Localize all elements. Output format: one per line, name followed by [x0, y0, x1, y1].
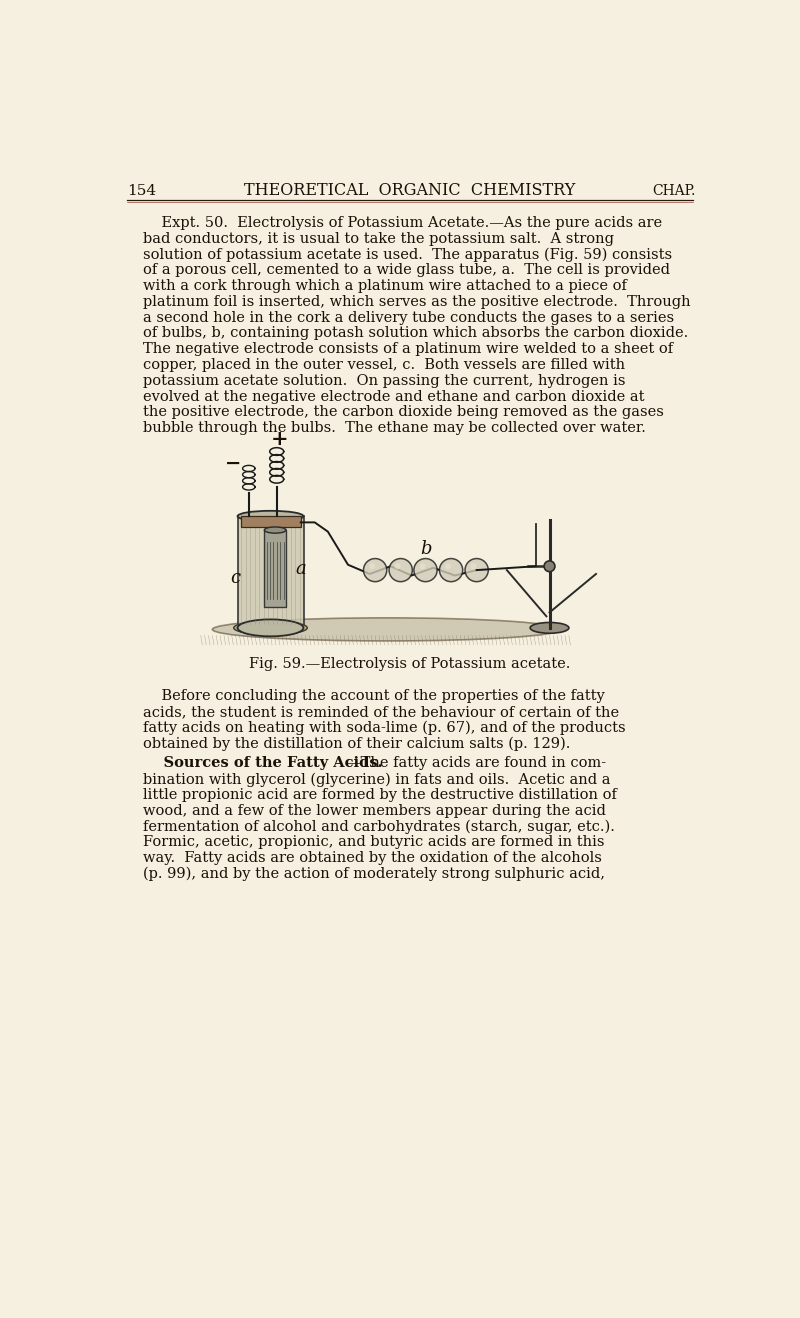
Text: c: c [230, 569, 240, 587]
Text: 154: 154 [127, 183, 156, 198]
Ellipse shape [264, 527, 286, 534]
Text: +: + [271, 430, 289, 449]
Text: evolved at the negative electrode and ethane and carbon dioxide at: evolved at the negative electrode and et… [142, 390, 644, 403]
Circle shape [389, 559, 412, 581]
Text: of bulbs, b, containing potash solution which absorbs the carbon dioxide.: of bulbs, b, containing potash solution … [142, 327, 688, 340]
Text: platinum foil is inserted, which serves as the positive electrode.  Through: platinum foil is inserted, which serves … [142, 295, 690, 308]
Text: of a porous cell, cemented to a wide glass tube, a.  The cell is provided: of a porous cell, cemented to a wide gla… [142, 264, 670, 277]
Bar [264, 530, 286, 608]
Text: wood, and a few of the lower members appear during the acid: wood, and a few of the lower members app… [142, 804, 606, 817]
Text: CHAP.: CHAP. [652, 183, 695, 198]
Circle shape [369, 563, 375, 569]
Text: THEORETICAL  ORGANIC  CHEMISTRY: THEORETICAL ORGANIC CHEMISTRY [244, 182, 576, 199]
Text: Before concluding the account of the properties of the fatty: Before concluding the account of the pro… [142, 689, 604, 704]
Text: bad conductors, it is usual to take the potassium salt.  A strong: bad conductors, it is usual to take the … [142, 232, 614, 245]
Ellipse shape [530, 622, 569, 633]
Text: a second hole in the cork a delivery tube conducts the gases to a series: a second hole in the cork a delivery tub… [142, 311, 674, 324]
Circle shape [414, 559, 437, 581]
Text: the positive electrode, the carbon dioxide being removed as the gases: the positive electrode, the carbon dioxi… [142, 406, 663, 419]
Text: —The fatty acids are found in com-: —The fatty acids are found in com- [346, 757, 606, 771]
Circle shape [419, 563, 426, 569]
Bar [238, 517, 304, 627]
Circle shape [363, 559, 386, 581]
Text: copper, placed in the outer vessel, c.  Both vessels are filled with: copper, placed in the outer vessel, c. B… [142, 358, 625, 372]
Text: fatty acids on heating with soda-lime (p. 67), and of the products: fatty acids on heating with soda-lime (p… [142, 721, 626, 735]
Text: way.  Fatty acids are obtained by the oxidation of the alcohols: way. Fatty acids are obtained by the oxi… [142, 851, 602, 865]
Text: with a cork through which a platinum wire attached to a piece of: with a cork through which a platinum wir… [142, 279, 626, 293]
Circle shape [544, 561, 555, 572]
Text: bination with glycerol (glycerine) in fats and oils.  Acetic and a: bination with glycerol (glycerine) in fa… [142, 772, 610, 787]
Text: potassium acetate solution.  On passing the current, hydrogen is: potassium acetate solution. On passing t… [142, 374, 625, 387]
Text: fermentation of alcohol and carbohydrates (starch, sugar, etc.).: fermentation of alcohol and carbohydrate… [142, 820, 614, 834]
Circle shape [470, 563, 477, 569]
Ellipse shape [238, 511, 303, 522]
Text: Expt. 50.  Electrolysis of Potassium Acetate.—As the pure acids are: Expt. 50. Electrolysis of Potassium Acet… [142, 216, 662, 229]
Ellipse shape [238, 619, 303, 637]
Text: acids, the student is reminded of the behaviour of certain of the: acids, the student is reminded of the be… [142, 705, 618, 720]
Text: Fig. 59.—Electrolysis of Potassium acetate.: Fig. 59.—Electrolysis of Potassium aceta… [250, 658, 570, 671]
Text: (p. 99), and by the action of moderately strong sulphuric acid,: (p. 99), and by the action of moderately… [142, 867, 605, 882]
Text: bubble through the bulbs.  The ethane may be collected over water.: bubble through the bulbs. The ethane may… [142, 422, 646, 435]
Circle shape [394, 563, 401, 569]
Text: b: b [420, 540, 431, 559]
Text: solution of potassium acetate is used.  The apparatus (Fig. 59) consists: solution of potassium acetate is used. T… [142, 248, 672, 262]
Text: Formic, acetic, propionic, and butyric acids are formed in this: Formic, acetic, propionic, and butyric a… [142, 836, 604, 849]
Circle shape [439, 559, 462, 581]
Text: a: a [295, 560, 306, 577]
Text: −: − [225, 455, 242, 473]
Bar [241, 517, 301, 527]
Ellipse shape [234, 621, 307, 635]
Text: obtained by the distillation of their calcium salts (p. 129).: obtained by the distillation of their ca… [142, 737, 570, 751]
Text: Sources of the Fatty Acids.: Sources of the Fatty Acids. [142, 757, 382, 771]
Circle shape [445, 563, 451, 569]
Text: The negative electrode consists of a platinum wire welded to a sheet of: The negative electrode consists of a pla… [142, 343, 673, 356]
Ellipse shape [212, 618, 561, 641]
Text: little propionic acid are formed by the destructive distillation of: little propionic acid are formed by the … [142, 788, 617, 803]
Circle shape [465, 559, 488, 581]
